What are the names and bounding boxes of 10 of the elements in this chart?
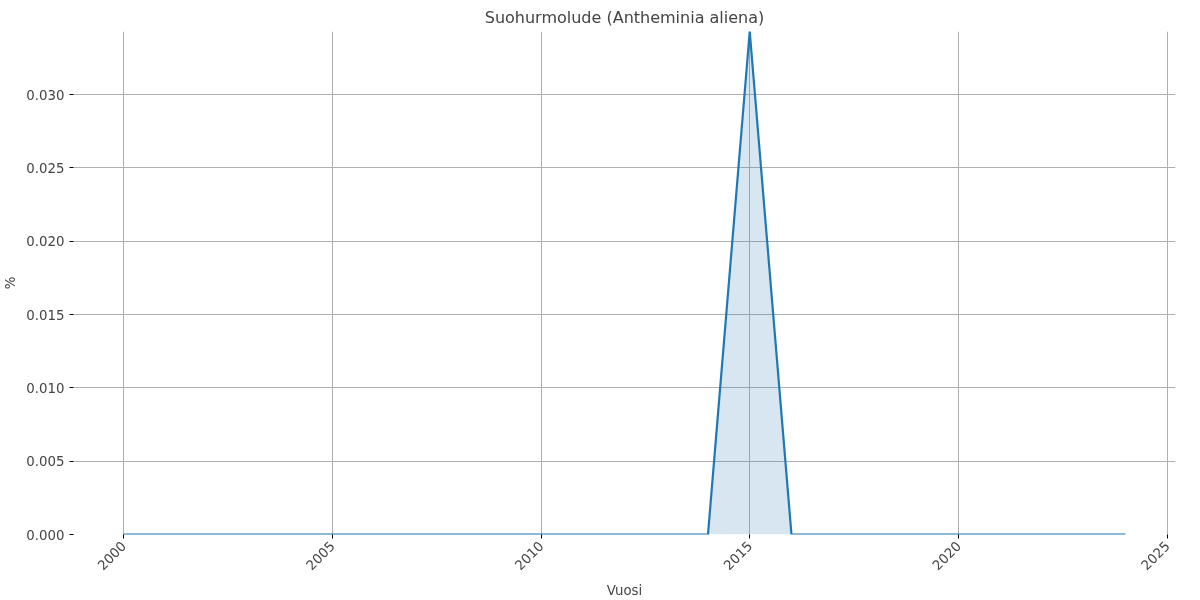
- y-axis-title: %: [3, 276, 19, 290]
- x-axis-title: Vuosi: [606, 582, 643, 598]
- y-tick-label: 0.020: [26, 234, 65, 250]
- y-tick-label: 0.005: [26, 454, 65, 470]
- y-tick-label: 0.015: [26, 307, 65, 323]
- y-tick-label: 0.010: [26, 380, 65, 396]
- chart-title: Suohurmolude (Antheminia aliena): [484, 7, 765, 27]
- y-tick-label: 0.000: [26, 527, 65, 543]
- y-tick-label: 0.030: [26, 87, 65, 103]
- y-tick-label: 0.025: [26, 160, 65, 176]
